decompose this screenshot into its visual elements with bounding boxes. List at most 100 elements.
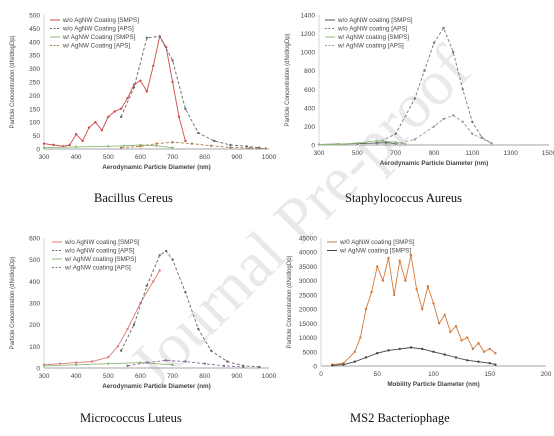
data-point bbox=[245, 145, 248, 148]
y-tick-label: 150 bbox=[29, 106, 40, 113]
data-point bbox=[404, 142, 407, 146]
y-axis-label: Particle Concentration (dN/dlogDp) bbox=[285, 33, 291, 126]
chart-svg-micrococcus-luteus: 0 100 200 300 400 500 600 300 400 500 600 700 800 900… bbox=[10, 236, 277, 391]
data-point bbox=[155, 142, 158, 145]
data-point bbox=[421, 307, 424, 311]
y-tick-label: 5000 bbox=[303, 349, 318, 356]
x-tick-label: 900 bbox=[429, 150, 440, 157]
y-tick-label: 15000 bbox=[299, 321, 317, 328]
data-point bbox=[451, 50, 455, 54]
data-point bbox=[177, 115, 181, 119]
x-tick-label: 700 bbox=[390, 150, 401, 157]
data-point bbox=[356, 141, 359, 145]
x-tick-label: 600 bbox=[135, 154, 146, 161]
legend-label: w/ AgNW coating [SMPS] bbox=[337, 34, 409, 41]
y-tick-label: 300 bbox=[29, 301, 40, 308]
data-point bbox=[432, 302, 435, 305]
data-point bbox=[471, 132, 474, 136]
data-point bbox=[119, 146, 123, 149]
legend-label: w/ AgNW coating [APS] bbox=[337, 43, 404, 50]
data-point bbox=[139, 361, 142, 364]
data-point bbox=[107, 355, 110, 359]
data-point bbox=[454, 356, 458, 359]
data-point bbox=[74, 145, 78, 149]
series-line bbox=[332, 255, 496, 366]
data-point bbox=[145, 90, 149, 93]
data-point bbox=[461, 88, 464, 91]
data-point bbox=[123, 144, 126, 147]
y-tick-label: 600 bbox=[29, 236, 40, 243]
data-point bbox=[375, 141, 378, 145]
data-point bbox=[490, 141, 493, 145]
data-point bbox=[52, 143, 55, 147]
y-tick-label: 250 bbox=[29, 80, 40, 87]
data-point bbox=[155, 144, 158, 147]
data-point bbox=[387, 349, 390, 352]
data-point bbox=[171, 59, 174, 62]
y-tick-label: 600 bbox=[304, 87, 315, 94]
legend-label: w/o AgNW coating [APS] bbox=[337, 26, 408, 33]
chart-caption: MS2 Bacteriophage bbox=[350, 411, 450, 425]
data-point bbox=[229, 143, 232, 147]
data-point bbox=[454, 324, 458, 328]
x-tick-label: 700 bbox=[167, 373, 178, 380]
y-tick-label: 25000 bbox=[299, 292, 317, 299]
data-point bbox=[488, 347, 491, 351]
y-tick-label: 0 bbox=[313, 364, 317, 371]
y-tick-label: 0 bbox=[36, 366, 40, 373]
chart-svg-ms2-bacteriophage: 0 5000 10000 15000 20000 25000 30000 35000 40000… bbox=[287, 236, 552, 389]
data-point bbox=[353, 360, 356, 363]
data-point bbox=[432, 350, 435, 353]
x-tick-label: 500 bbox=[103, 373, 114, 380]
x-tick-label: 1300 bbox=[503, 150, 518, 157]
data-point bbox=[413, 138, 417, 141]
data-point bbox=[384, 141, 388, 144]
data-point bbox=[158, 35, 161, 38]
data-point bbox=[471, 120, 474, 123]
data-point bbox=[91, 360, 94, 363]
data-point bbox=[359, 336, 362, 339]
data-point bbox=[451, 114, 455, 117]
data-point bbox=[197, 327, 200, 331]
x-tick-label: 500 bbox=[103, 154, 114, 161]
data-point bbox=[432, 125, 436, 128]
data-point bbox=[119, 349, 123, 352]
data-point bbox=[184, 107, 187, 111]
y-tick-label: 400 bbox=[29, 39, 40, 46]
data-point bbox=[443, 353, 446, 356]
data-point bbox=[226, 360, 229, 363]
y-tick-label: 300 bbox=[29, 66, 40, 73]
data-point bbox=[126, 364, 129, 368]
y-axis-label: Particle Concentration (dN/dlogDp) bbox=[10, 256, 16, 349]
data-point bbox=[381, 279, 385, 282]
data-point bbox=[68, 143, 71, 147]
x-axis-label: Aerodynamic Particle Diameter (nm) bbox=[380, 160, 488, 167]
data-point bbox=[132, 323, 136, 326]
data-point bbox=[74, 363, 78, 366]
data-point bbox=[317, 143, 321, 146]
data-point bbox=[242, 365, 245, 369]
x-axis-label: Aerodynamic Particle Diameter (nm) bbox=[102, 383, 210, 390]
y-tick-label: 45000 bbox=[299, 236, 317, 243]
data-point bbox=[197, 131, 200, 135]
legend-label: w/ AgNW Coating [SMPS] bbox=[62, 34, 136, 41]
data-point bbox=[449, 330, 452, 334]
y-tick-label: 450 bbox=[29, 26, 40, 33]
series-line bbox=[395, 114, 492, 145]
data-point bbox=[423, 69, 426, 72]
y-tick-label: 800 bbox=[304, 68, 315, 75]
data-point bbox=[331, 364, 334, 367]
data-point bbox=[432, 41, 436, 45]
series-line bbox=[120, 250, 260, 368]
y-tick-label: 35000 bbox=[299, 264, 317, 271]
y-tick-label: 40000 bbox=[299, 250, 317, 257]
data-point bbox=[442, 117, 445, 121]
y-axis-label: Particle Concentration (dN/dlogDp) bbox=[10, 35, 16, 128]
data-point bbox=[171, 363, 174, 366]
data-point bbox=[494, 352, 497, 355]
data-point bbox=[342, 363, 345, 366]
x-tick-label: 200 bbox=[541, 371, 552, 378]
chart-caption: Staphylococcus Aureus bbox=[345, 191, 462, 205]
data-point bbox=[353, 350, 356, 353]
x-tick-label: 150 bbox=[484, 371, 495, 378]
